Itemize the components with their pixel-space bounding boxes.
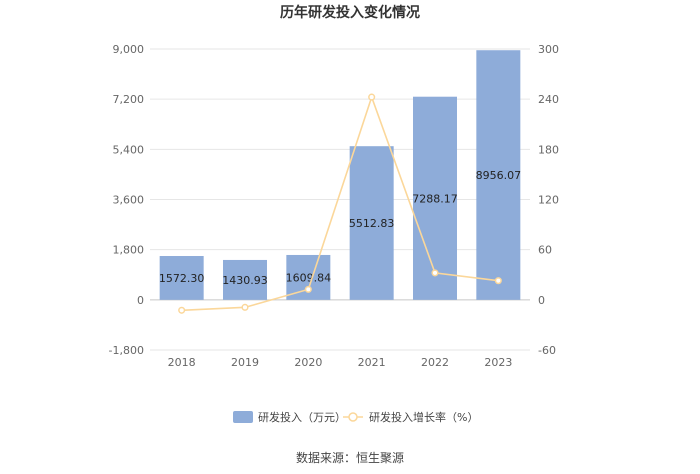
right-tick-label: -60 <box>538 344 556 357</box>
x-tick-label: 2022 <box>421 356 449 369</box>
chart-title: 历年研发投入变化情况 <box>280 4 420 21</box>
legend: 研发投入（万元） 研发投入增长率（%） <box>233 410 478 424</box>
bar-value-label: 1430.93 <box>222 274 268 287</box>
bar-value-label: 1609.84 <box>286 271 332 284</box>
legend-line-marker-icon <box>348 412 358 422</box>
left-tick-label: 9,000 <box>113 43 145 56</box>
x-tick-label: 2018 <box>168 356 196 369</box>
growth-point <box>241 303 249 311</box>
x-tick-label: 2023 <box>484 356 512 369</box>
left-tick-label: 1,800 <box>113 244 145 257</box>
right-axis: 300 240 180 120 60 0 -60 <box>538 43 559 357</box>
legend-bar-label: 研发投入（万元） <box>258 410 346 424</box>
bar-labels: 1572.30 1430.93 1609.84 5512.83 7288.17 8956.… <box>159 169 521 287</box>
left-tick-label: 3,600 <box>113 194 145 207</box>
right-tick-label: 300 <box>538 43 559 56</box>
grid <box>150 48 530 351</box>
growth-point <box>368 93 376 101</box>
bar-value-label: 8956.07 <box>476 169 522 182</box>
right-tick-label: 180 <box>538 143 559 156</box>
x-tick-label: 2021 <box>358 356 386 369</box>
bar <box>223 259 267 300</box>
bar-value-label: 7288.17 <box>412 192 458 205</box>
bar <box>476 50 521 300</box>
left-tick-label: -1,800 <box>109 344 144 357</box>
left-tick-label: 0 <box>137 294 144 307</box>
left-axis: 9,000 7,200 5,400 3,600 1,800 0 -1,800 <box>109 43 144 357</box>
bar-value-label: 1572.30 <box>159 272 205 285</box>
growth-point <box>178 306 186 314</box>
legend-line-label: 研发投入增长率（%） <box>369 410 478 424</box>
growth-line-series <box>178 93 502 314</box>
x-axis: 2018 2019 2020 2021 2022 2023 <box>168 356 513 369</box>
right-tick-label: 120 <box>538 194 559 207</box>
x-tick-label: 2019 <box>231 356 259 369</box>
bar <box>159 256 204 300</box>
right-tick-label: 60 <box>538 244 552 257</box>
data-source: 数据来源：恒生聚源 <box>296 450 404 465</box>
bar <box>349 146 394 300</box>
growth-line <box>181 94 499 312</box>
left-tick-label: 5,400 <box>113 143 145 156</box>
bar <box>413 96 457 300</box>
x-tick-label: 2020 <box>294 356 322 369</box>
legend-bar-swatch <box>233 411 253 423</box>
bar-value-label: 5512.83 <box>349 217 395 230</box>
left-tick-label: 7,200 <box>113 93 145 106</box>
bar-series <box>159 50 521 300</box>
growth-point <box>304 285 312 293</box>
growth-point <box>494 277 502 285</box>
right-tick-label: 240 <box>538 93 559 106</box>
growth-point <box>431 269 439 277</box>
right-tick-label: 0 <box>538 294 545 307</box>
